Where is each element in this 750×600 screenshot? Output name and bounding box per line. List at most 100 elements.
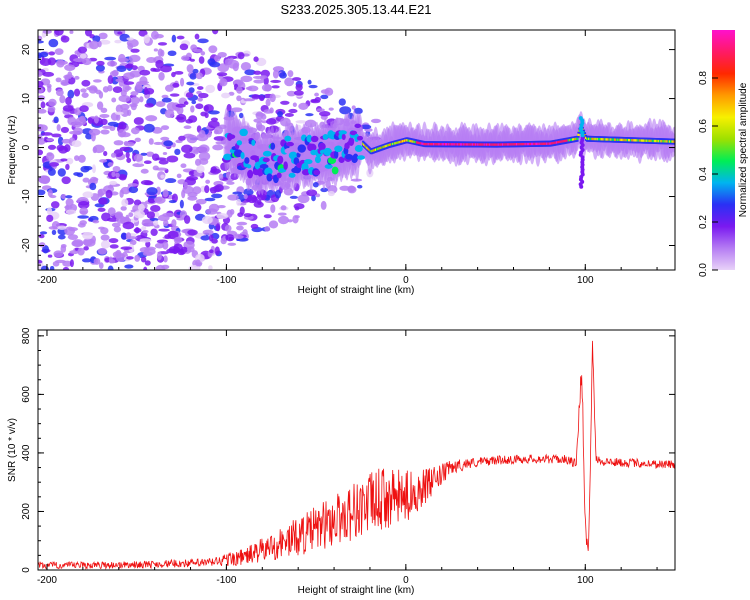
noise-blob <box>83 246 89 251</box>
noise-blob <box>293 90 304 96</box>
noise-blob <box>38 242 46 248</box>
noise-blob <box>105 189 113 199</box>
noise-blob <box>148 138 154 145</box>
noise-blob <box>61 138 72 144</box>
x-tick-label: -100 <box>216 575 236 586</box>
signal-blob <box>356 135 363 141</box>
noise-blob <box>237 212 244 218</box>
noise-blob <box>38 189 46 196</box>
noise-blob <box>140 180 153 186</box>
noise-blob <box>256 121 263 131</box>
noise-blob <box>130 48 140 53</box>
signal-blob <box>277 155 284 164</box>
noise-blob <box>179 199 184 209</box>
noise-blob <box>227 59 240 69</box>
noise-blob <box>38 87 44 94</box>
noise-blob <box>183 101 189 106</box>
noise-blob <box>214 54 221 62</box>
noise-blob <box>360 124 372 130</box>
noise-blob <box>244 69 256 76</box>
noise-blob <box>120 232 127 240</box>
noise-blob <box>119 103 130 110</box>
noise-blob <box>167 50 177 57</box>
noise-blob <box>99 113 110 118</box>
noise-blob <box>284 113 294 117</box>
noise-blob <box>268 220 279 229</box>
noise-blob <box>59 95 66 104</box>
noise-blob <box>60 194 67 200</box>
noise-blob <box>46 214 54 223</box>
noise-blob <box>67 116 77 126</box>
noise-blob <box>160 125 170 131</box>
noise-blob <box>73 57 85 63</box>
noise-blob <box>165 178 177 184</box>
noise-blob <box>226 181 235 185</box>
noise-blob <box>213 136 226 141</box>
noise-blob <box>284 77 295 87</box>
noise-blob <box>297 194 310 204</box>
noise-blob <box>186 81 195 86</box>
noise-blob <box>314 97 321 102</box>
signal-blob <box>278 168 287 173</box>
noise-blob <box>277 110 284 118</box>
noise-blob <box>39 51 49 58</box>
spectrogram-heat-layer <box>38 30 675 270</box>
y-tick-label: 0 <box>21 567 32 573</box>
noise-blob <box>251 94 260 100</box>
noise-blob <box>156 186 161 195</box>
noise-blob <box>242 229 248 236</box>
noise-blob <box>126 37 134 41</box>
noise-blob <box>226 171 231 179</box>
noise-blob <box>132 163 145 168</box>
noise-blob <box>202 229 214 235</box>
spectrogram-frame <box>37 29 676 271</box>
noise-blob <box>107 75 114 85</box>
noise-blob <box>183 152 196 159</box>
noise-blob <box>187 191 198 198</box>
snr-series-line <box>38 340 675 570</box>
noise-blob <box>307 79 312 85</box>
noise-blob <box>125 214 130 224</box>
noise-blob <box>81 92 89 98</box>
signal-blob <box>338 133 343 140</box>
noise-blob <box>42 245 50 254</box>
x-tick-label: -100 <box>216 275 236 286</box>
noise-blob <box>320 89 330 94</box>
noise-blob <box>73 127 83 136</box>
noise-blob <box>246 194 258 204</box>
noise-blob <box>226 104 232 113</box>
noise-blob <box>278 215 290 225</box>
snr-ylabel: SNR (10 * v/v) <box>7 418 18 482</box>
noise-blob <box>195 198 207 205</box>
noise-blob <box>127 183 139 187</box>
noise-blob <box>214 246 220 256</box>
noise-blob <box>287 70 294 78</box>
noise-blob <box>139 238 152 243</box>
noise-blob <box>175 103 186 108</box>
noise-blob <box>146 151 155 157</box>
noise-blob <box>74 155 80 161</box>
colorbar-label: Normalized spectral amplitude <box>738 82 749 217</box>
noise-blob <box>200 51 206 56</box>
noise-blob <box>62 266 70 270</box>
noise-blob <box>279 72 287 79</box>
noise-blob <box>78 200 90 209</box>
noise-blob <box>97 247 108 255</box>
noise-blob <box>143 87 149 95</box>
noise-blob <box>56 59 65 68</box>
noise-blob <box>166 155 179 163</box>
noise-blob <box>198 144 210 154</box>
noise-blob <box>153 220 159 226</box>
noise-blob <box>295 120 307 124</box>
noise-blob <box>257 199 262 205</box>
noise-blob <box>47 254 53 258</box>
signal-blob <box>244 157 250 164</box>
noise-blob <box>55 88 64 97</box>
noise-blob <box>38 108 47 114</box>
noise-blob <box>146 211 156 219</box>
noise-blob <box>205 208 218 215</box>
noise-blob <box>162 151 168 155</box>
noise-blob <box>339 106 352 115</box>
noise-blob <box>357 184 363 189</box>
